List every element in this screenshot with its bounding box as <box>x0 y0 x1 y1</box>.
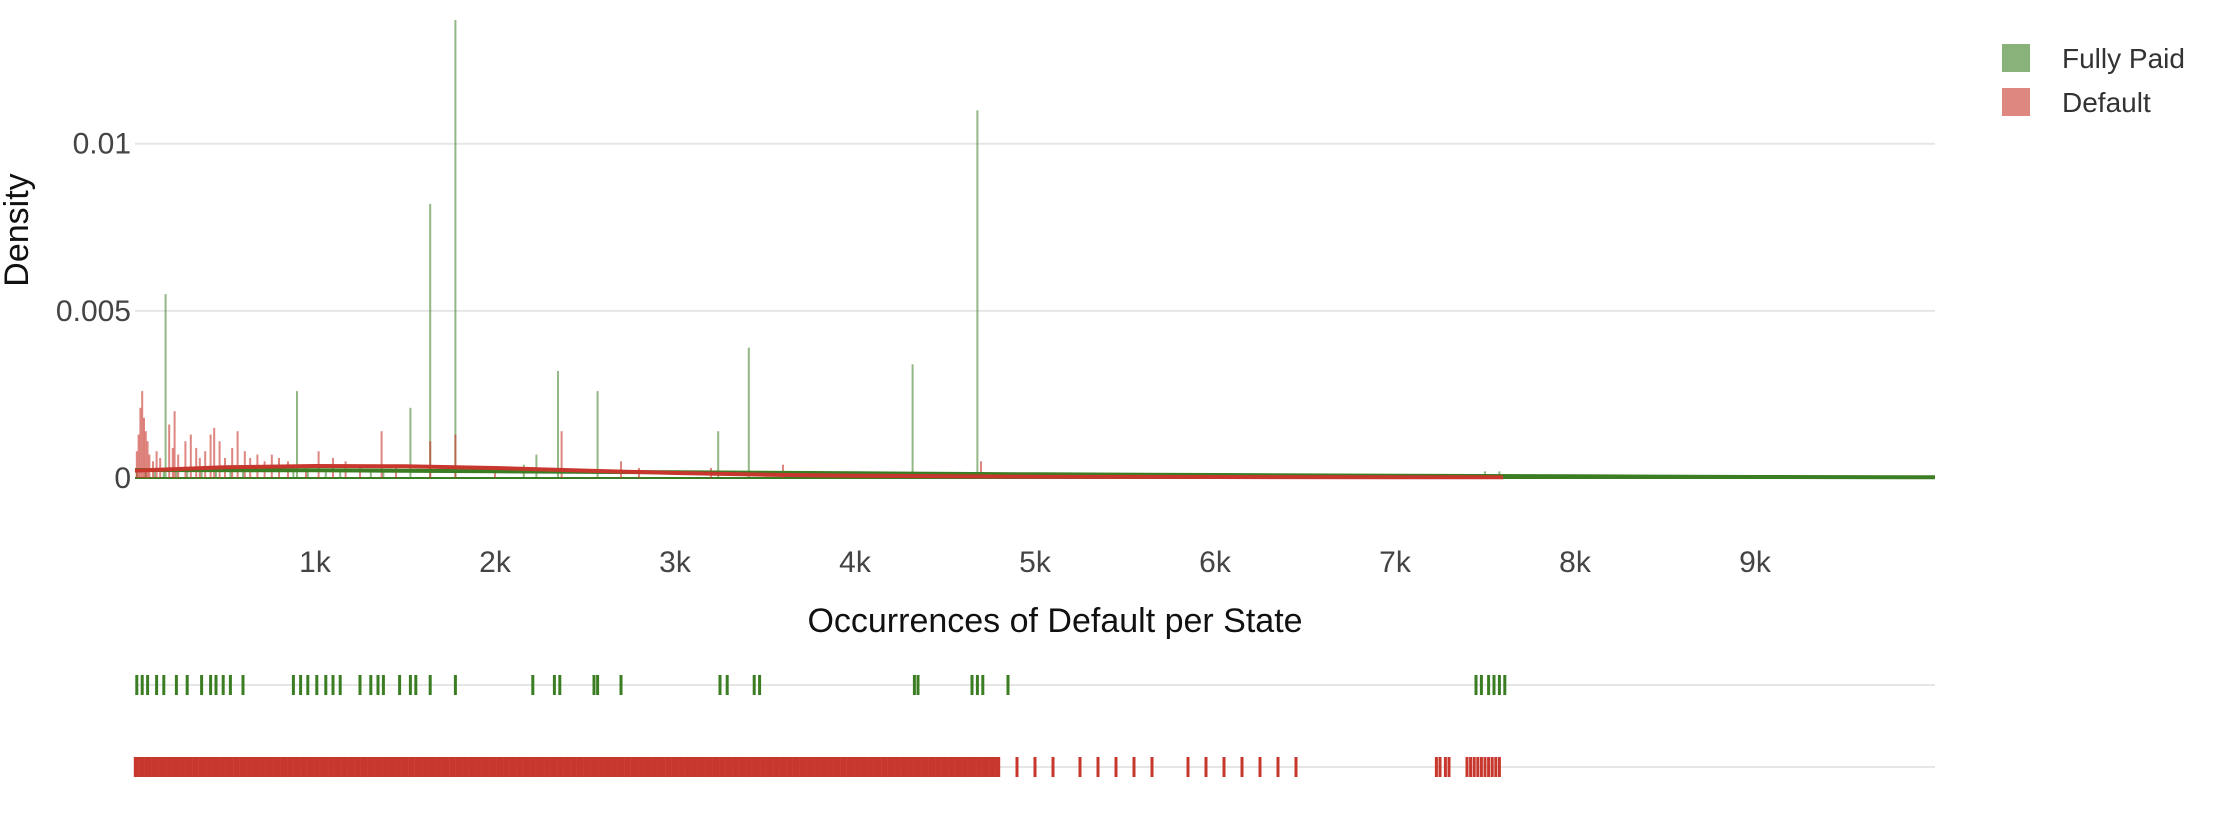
x-tick-labels: 1k 2k 3k 4k 5k 6k 7k 8k 9k <box>299 546 1772 579</box>
histogram-bar <box>231 447 234 478</box>
x-axis-title: Occurrences of Default per State <box>807 602 1302 640</box>
bars-series-0 <box>135 20 1501 479</box>
histogram-bar <box>146 441 149 478</box>
histogram-bar <box>195 447 198 478</box>
histogram-bar <box>200 471 203 478</box>
histogram-bar <box>153 471 156 478</box>
histogram-bar <box>189 434 192 478</box>
legend-swatch-default <box>2002 88 2030 116</box>
histogram-bars <box>135 20 1501 479</box>
histogram-bar <box>143 417 145 478</box>
histogram-bar <box>494 471 496 478</box>
histogram-bar <box>162 467 165 478</box>
histogram-bar <box>148 454 151 478</box>
grid-layer <box>135 142 1935 768</box>
y-tick-labels: 0 0.005 0.01 <box>56 128 131 495</box>
histogram-bar <box>215 471 217 478</box>
y-tick-label: 0.01 <box>73 128 131 161</box>
histogram-bar <box>429 441 432 478</box>
x-tick-label: 4k <box>839 546 872 579</box>
histogram-bar <box>164 294 167 478</box>
histogram-bar <box>139 407 142 478</box>
histogram-bar <box>171 447 174 478</box>
histogram-bar <box>236 431 239 478</box>
histogram-bar <box>292 471 295 478</box>
rug-default-dense <box>133 757 1001 777</box>
kde-curve-series-1 <box>134 464 1503 480</box>
histogram-bar <box>976 110 979 479</box>
histogram-bar <box>747 347 750 478</box>
kde-curves <box>134 464 1936 480</box>
histogram-bar <box>173 411 176 478</box>
histogram-bar <box>243 451 246 478</box>
histogram-bar <box>911 364 914 478</box>
histogram-bar <box>155 451 158 478</box>
x-tick-label: 9k <box>1739 546 1772 579</box>
rug-plots <box>133 675 1507 777</box>
histogram-bar <box>213 427 216 478</box>
kde-curve-series-0 <box>134 468 1936 480</box>
histogram-bar <box>454 434 457 478</box>
x-tick-label: 1k <box>299 546 332 579</box>
histogram-bar <box>296 391 298 478</box>
histogram-bar <box>324 471 327 478</box>
legend-item-default[interactable]: Default <box>2002 87 2151 118</box>
histogram-bar <box>409 407 412 478</box>
histogram-bar <box>218 441 221 478</box>
histogram-bar <box>168 424 171 478</box>
x-tick-label: 2k <box>479 546 512 579</box>
histogram-bar <box>204 451 207 478</box>
histogram-bar <box>380 431 383 478</box>
legend-label-fully-paid: Fully Paid <box>2062 43 2185 74</box>
histogram-bar <box>535 454 538 478</box>
legend-swatch-fully-paid <box>2002 44 2030 72</box>
histogram-bar <box>186 471 189 478</box>
histogram-bar <box>144 431 147 478</box>
histogram-bar <box>717 431 720 478</box>
x-tick-label: 6k <box>1199 546 1232 579</box>
histogram-bar <box>339 471 342 478</box>
histogram-bar <box>177 454 180 478</box>
histogram-bar <box>184 441 187 478</box>
histogram-bar <box>137 434 140 478</box>
histogram-bar <box>135 451 138 478</box>
histogram-bar <box>369 471 372 478</box>
histogram-bar <box>980 461 982 478</box>
rug-fully-paid <box>135 675 1507 695</box>
x-tick-label: 7k <box>1379 546 1412 579</box>
legend-label-default: Default <box>2062 87 2151 118</box>
histogram-bar <box>242 471 244 478</box>
legend-item-fully-paid[interactable]: Fully Paid <box>2002 43 2185 74</box>
y-tick-label: 0 <box>114 462 131 495</box>
x-tick-label: 3k <box>659 546 692 579</box>
histogram-bar <box>429 203 432 479</box>
histogram-bar <box>306 471 309 478</box>
histogram-bar <box>454 20 457 478</box>
histogram-bar <box>557 371 559 478</box>
histogram-bar <box>141 391 144 478</box>
histogram-bar <box>209 434 212 478</box>
histogram-bar <box>596 391 599 478</box>
x-tick-label: 8k <box>1559 546 1592 579</box>
y-axis-title: Density <box>0 173 36 286</box>
histogram-bar <box>560 431 563 478</box>
rug-default-sparse <box>1015 757 1501 777</box>
y-tick-label: 0.005 <box>56 295 131 328</box>
histogram-bar <box>229 471 232 478</box>
legend[interactable]: Fully Paid Default <box>2002 43 2185 118</box>
histogram-bar <box>175 471 178 478</box>
x-tick-label: 5k <box>1019 546 1052 579</box>
histogram-bar <box>382 471 385 478</box>
